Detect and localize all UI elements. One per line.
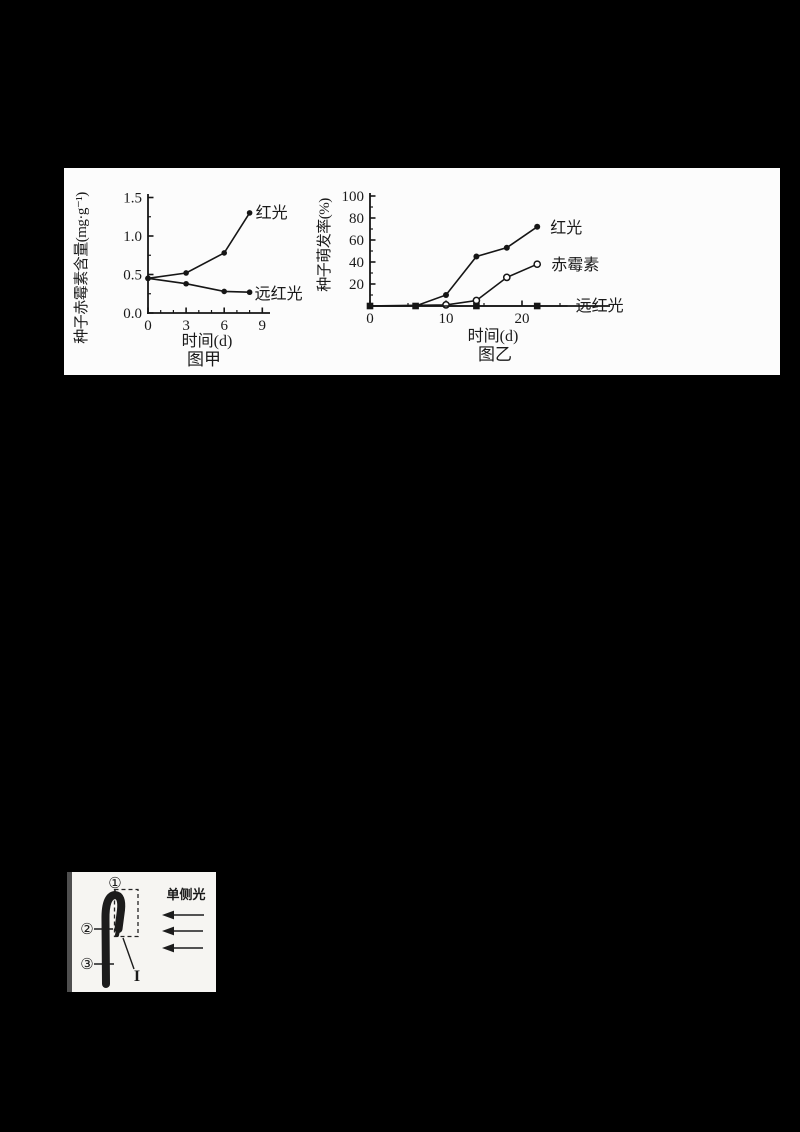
marker-square bbox=[533, 302, 541, 310]
marker-open-circle bbox=[442, 301, 450, 309]
x-axis-label: 时间(d) bbox=[182, 332, 233, 350]
marker-dot bbox=[145, 275, 151, 282]
marker-dot bbox=[183, 270, 189, 276]
x-tick-label: 9 bbox=[259, 318, 267, 334]
x-tick-label: 10 bbox=[439, 311, 454, 327]
series-label-1: 赤霉素 bbox=[551, 256, 599, 274]
y-tick-label: 80 bbox=[349, 211, 364, 227]
marker-dot bbox=[221, 250, 227, 256]
x-axis-label: 时间(d) bbox=[468, 327, 519, 345]
marker-dot bbox=[246, 289, 253, 296]
region-label: I bbox=[134, 968, 140, 985]
region-leader-line bbox=[122, 937, 135, 970]
marker-dot bbox=[443, 292, 449, 298]
light-arrow-1 bbox=[162, 910, 204, 920]
scan-edge-shadow bbox=[67, 872, 72, 992]
callout-1-label: ① bbox=[108, 876, 121, 892]
x-tick-label: 3 bbox=[182, 318, 190, 334]
chart-title: 图甲 bbox=[187, 350, 221, 369]
marker-dot bbox=[534, 223, 541, 230]
series-line-1 bbox=[147, 277, 250, 293]
series-line-0 bbox=[147, 212, 251, 280]
seedling-diagram-panel: ① ② ③ I 单侧光 bbox=[67, 872, 216, 992]
marker-dot bbox=[221, 288, 227, 295]
charts-figure-panel: 0 3 6 9 0.0 0.5 1.0 1.5 红光 远红光 时间(d) 图甲 种子赤霉素含量(mg·g… bbox=[64, 168, 780, 375]
y-tick-label: 1.5 bbox=[123, 191, 142, 207]
marker-dot bbox=[473, 253, 480, 260]
marker-open-circle bbox=[472, 296, 481, 305]
arrow-head-icon bbox=[162, 910, 174, 920]
y-axis-label: 种子萌发率(%) bbox=[316, 198, 333, 292]
x-tick-label: 20 bbox=[515, 311, 530, 327]
seedling-tip bbox=[115, 922, 122, 937]
seedling-diagram: ① ② ③ I 单侧光 bbox=[67, 872, 206, 992]
chart-title: 图乙 bbox=[478, 345, 512, 364]
marker-dot bbox=[246, 210, 253, 216]
y-tick-label: 20 bbox=[349, 277, 364, 293]
unilateral-light-label: 单侧光 bbox=[166, 887, 205, 902]
arrow-head-icon bbox=[162, 926, 174, 936]
callout-2-label: ② bbox=[80, 922, 93, 938]
marker-square bbox=[412, 302, 419, 310]
y-tick-label: 60 bbox=[349, 233, 364, 249]
light-arrow-2 bbox=[162, 926, 203, 936]
callout-3-label: ③ bbox=[80, 957, 93, 973]
y-tick-label: 100 bbox=[342, 189, 365, 205]
y-tick-label: 0.0 bbox=[123, 306, 142, 322]
y-axis-label: 种子赤霉素含量(mg·g⁻¹) bbox=[73, 192, 90, 344]
y-tick-label: 40 bbox=[349, 255, 364, 271]
series-label-2: 远红光 bbox=[576, 297, 624, 315]
x-tick-label: 0 bbox=[144, 318, 152, 334]
marker-dot bbox=[183, 280, 189, 287]
marker-square bbox=[366, 302, 374, 310]
arrow-head-icon bbox=[162, 943, 174, 953]
light-arrow-3 bbox=[162, 943, 203, 953]
marker-square bbox=[473, 302, 480, 310]
series-label-0: 红光 bbox=[256, 204, 288, 222]
series-label-1: 远红光 bbox=[255, 285, 303, 303]
x-tick-label: 0 bbox=[366, 311, 374, 327]
marker-open-circle bbox=[533, 260, 542, 269]
y-tick-label: 0.5 bbox=[123, 268, 142, 284]
x-tick-label: 6 bbox=[220, 318, 228, 334]
marker-open-circle bbox=[502, 273, 511, 282]
series-line-0 bbox=[370, 226, 538, 307]
marker-dot bbox=[503, 244, 510, 251]
seedling-hook-shape bbox=[101, 891, 126, 988]
series-label-0: 红光 bbox=[550, 219, 582, 237]
y-tick-label: 1.0 bbox=[123, 229, 142, 245]
